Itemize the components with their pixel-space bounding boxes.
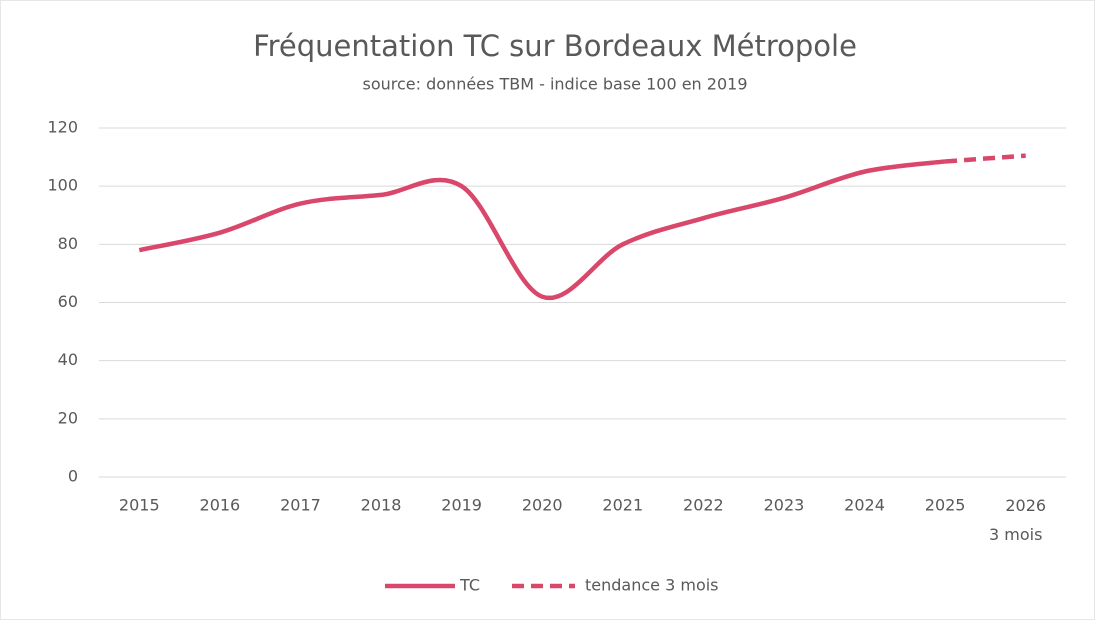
- y-tick-label: 20: [58, 408, 78, 427]
- y-tick-label: 120: [47, 118, 78, 137]
- y-tick-label: 80: [58, 234, 78, 253]
- line-series: [138, 159, 946, 301]
- x-tick-label: 2019: [441, 496, 482, 515]
- x-tick-label: 2025: [925, 496, 966, 515]
- chart-subtitle: source: données TBM - indice base 100 en…: [363, 75, 748, 94]
- chart-title: Fréquentation TC sur Bordeaux Métropole: [253, 29, 857, 63]
- y-tick-label: 40: [58, 350, 78, 369]
- legend-label: tendance 3 mois: [585, 576, 719, 595]
- x-tick-label: 2015: [119, 496, 160, 515]
- x-tick-label: 2018: [361, 496, 402, 515]
- y-tick-label: 60: [58, 292, 78, 311]
- y-tick-label: 0: [68, 467, 78, 486]
- legend-label: TC: [459, 576, 480, 595]
- x-tick-label: 2016: [200, 496, 241, 515]
- x-tick-label: 2021: [602, 496, 643, 515]
- x-tick-label: 2023: [764, 496, 805, 515]
- y-tick-label: 100: [47, 176, 78, 195]
- x-tick-label: 2022: [683, 496, 724, 515]
- x-tick-label: 2024: [844, 496, 885, 515]
- x-tick-label: 2020: [522, 496, 563, 515]
- line-series: [944, 153, 1026, 164]
- x-tick-label: 2017: [280, 496, 321, 515]
- x-tick-label: 2026 3 mois: [989, 496, 1046, 544]
